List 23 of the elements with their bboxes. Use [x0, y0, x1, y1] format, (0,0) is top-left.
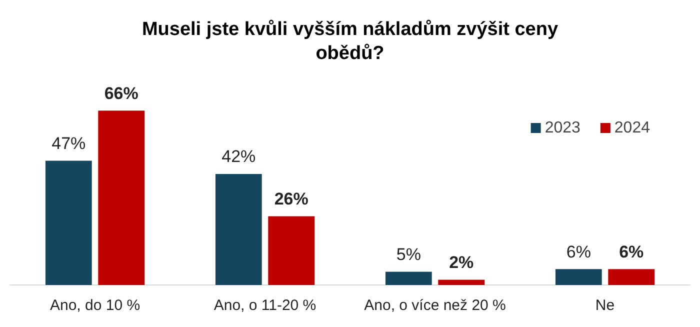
chart-title: Museli jste kvůli vyšším nákladům zvýšit ceny obědů? [140, 18, 560, 66]
data-label: 5% [396, 244, 421, 264]
data-label: 2% [449, 252, 474, 272]
data-label: 66% [104, 84, 138, 103]
data-label: 26% [274, 189, 308, 208]
x-tick-label: Ne [595, 297, 615, 314]
legend-label: 2023 [544, 119, 581, 136]
data-label: 6% [566, 242, 591, 262]
x-tick-label: Ano, do 10 % [50, 297, 140, 314]
legend-label: 2024 [614, 119, 650, 136]
bar [385, 272, 432, 285]
bar [98, 110, 145, 285]
bar [608, 269, 655, 285]
bar [45, 160, 92, 285]
data-label: 42% [222, 147, 256, 166]
x-tick-label: Ano, o více než 20 % [364, 297, 506, 314]
bar [438, 280, 485, 285]
x-tick-label: Ano, o 11-20 % [214, 297, 316, 314]
bar [555, 269, 602, 285]
data-label: 6% [619, 242, 644, 262]
bar [268, 216, 315, 285]
bar [215, 174, 262, 285]
data-label: 47% [52, 134, 86, 153]
